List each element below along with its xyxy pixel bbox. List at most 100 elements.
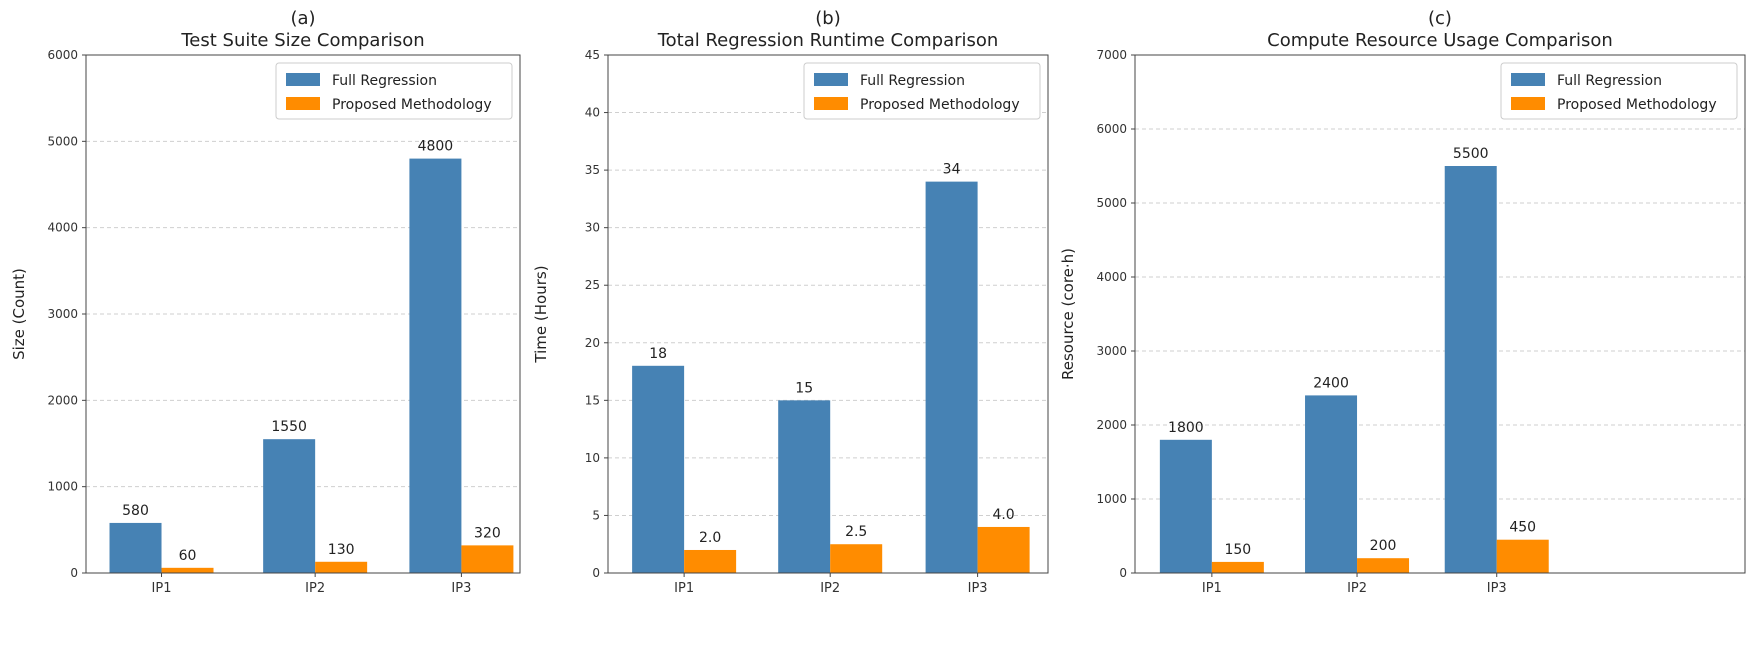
legend-label: Proposed Methodology xyxy=(332,97,492,113)
bar-proposed-methodology-ip3 xyxy=(461,545,514,573)
panel-label: (a) xyxy=(290,8,315,29)
x-tick-label: IP3 xyxy=(451,581,471,596)
value-label: 320 xyxy=(474,525,501,541)
value-label: 2400 xyxy=(1313,375,1349,391)
value-label: 1800 xyxy=(1168,420,1204,436)
legend-label: Full Regression xyxy=(332,73,437,89)
x-tick-label: IP1 xyxy=(152,581,172,596)
panel-label: (c) xyxy=(1428,8,1452,29)
chart-title: Test Suite Size Comparison xyxy=(180,30,424,51)
chart-title: Total Regression Runtime Comparison xyxy=(657,30,999,51)
legend-swatch-proposed-methodology xyxy=(814,97,848,110)
y-tick-label: 0 xyxy=(70,566,78,580)
plot-frame xyxy=(85,54,521,574)
x-tick-label: IP2 xyxy=(1347,581,1367,596)
panel-label: (b) xyxy=(815,8,840,29)
x-tick-label: IP3 xyxy=(1487,581,1507,596)
bar-full-regression-ip1 xyxy=(109,522,162,573)
y-tick-label: 15 xyxy=(585,393,600,407)
bar-proposed-methodology-ip2 xyxy=(830,544,883,573)
legend xyxy=(275,62,513,120)
legend-swatch-proposed-methodology xyxy=(286,97,320,110)
value-label: 4.0 xyxy=(992,507,1014,523)
bar-full-regression-ip1 xyxy=(632,365,685,573)
bar-full-regression-ip3 xyxy=(925,181,978,573)
value-label: 130 xyxy=(328,542,355,558)
legend xyxy=(803,62,1041,120)
legend-label: Full Regression xyxy=(860,73,965,89)
y-tick-label: 6000 xyxy=(47,48,78,62)
y-tick-label: 1000 xyxy=(1096,492,1127,506)
value-label: 2.0 xyxy=(699,530,721,546)
bar-full-regression-ip2 xyxy=(778,400,831,573)
chart-panel-3: 0 1000 2000 3000 4000 5000 6000 7000 1800 150 IP1 2… xyxy=(1059,8,1746,596)
y-tick-label: 7000 xyxy=(1096,48,1127,62)
legend-label: Proposed Methodology xyxy=(1557,97,1717,113)
legend-swatch-full-regression xyxy=(286,73,320,86)
y-axis-label: Resource (core·h) xyxy=(1059,248,1077,380)
y-axis-label: Size (Count) xyxy=(10,268,28,360)
y-tick-label: 25 xyxy=(585,278,600,292)
legend-swatch-proposed-methodology xyxy=(1511,97,1545,110)
bar-proposed-methodology-ip2 xyxy=(1357,558,1410,573)
value-label: 150 xyxy=(1224,542,1251,558)
y-tick-label: 4000 xyxy=(47,221,78,235)
bar-full-regression-ip3 xyxy=(409,158,462,573)
y-tick-label: 30 xyxy=(585,221,600,235)
y-axis-label: Time (Hours) xyxy=(532,265,550,363)
bar-proposed-methodology-ip3 xyxy=(977,526,1030,573)
value-label: 1550 xyxy=(271,419,307,435)
value-label: 200 xyxy=(1370,538,1397,554)
chart-title: Compute Resource Usage Comparison xyxy=(1267,30,1613,51)
y-tick-label: 1000 xyxy=(47,480,78,494)
y-tick-label: 5000 xyxy=(1096,196,1127,210)
legend-label: Full Regression xyxy=(1557,73,1662,89)
chart-panel-2: 0 5 10 15 20 25 30 35 40 45 18 2.0 IP1 15 2.5 IP2 34 4.0 I… xyxy=(532,8,1049,596)
bar-proposed-methodology-ip1 xyxy=(1211,561,1264,573)
legend xyxy=(1500,62,1738,120)
value-label: 18 xyxy=(649,346,667,362)
bar-full-regression-ip2 xyxy=(263,439,316,573)
value-label: 60 xyxy=(179,548,197,564)
y-tick-label: 0 xyxy=(592,566,600,580)
legend-swatch-full-regression xyxy=(1511,73,1545,86)
bar-full-regression-ip2 xyxy=(1305,395,1358,573)
y-tick-label: 3000 xyxy=(1096,344,1127,358)
y-tick-label: 40 xyxy=(585,106,600,120)
y-tick-label: 0 xyxy=(1119,566,1127,580)
value-label: 4800 xyxy=(418,139,454,155)
y-tick-label: 4000 xyxy=(1096,270,1127,284)
bar-full-regression-ip3 xyxy=(1444,166,1497,573)
y-tick-label: 3000 xyxy=(47,307,78,321)
y-tick-label: 6000 xyxy=(1096,122,1127,136)
value-label: 580 xyxy=(122,503,149,519)
value-label: 15 xyxy=(795,380,813,396)
y-tick-label: 35 xyxy=(585,163,600,177)
x-tick-label: IP1 xyxy=(674,581,694,596)
legend-swatch-full-regression xyxy=(814,73,848,86)
value-label: 5500 xyxy=(1453,146,1489,162)
plot-frame xyxy=(1134,54,1746,574)
value-label: 450 xyxy=(1509,520,1536,536)
y-tick-label: 20 xyxy=(585,336,600,350)
value-label: 34 xyxy=(943,162,961,178)
bar-full-regression-ip1 xyxy=(1159,439,1212,573)
chart-panel-1: 0 1000 2000 3000 4000 5000 6000 580 60 IP1 1550 130… xyxy=(10,8,521,596)
y-tick-label: 2000 xyxy=(47,393,78,407)
y-tick-label: 2000 xyxy=(1096,418,1127,432)
value-label: 2.5 xyxy=(845,524,867,540)
bar-proposed-methodology-ip1 xyxy=(161,567,214,573)
x-tick-label: IP1 xyxy=(1202,581,1222,596)
y-tick-label: 10 xyxy=(585,451,600,465)
y-tick-label: 5 xyxy=(592,508,600,522)
bar-proposed-methodology-ip1 xyxy=(684,549,737,573)
y-tick-label: 5000 xyxy=(47,134,78,148)
x-tick-label: IP2 xyxy=(820,581,840,596)
y-tick-label: 45 xyxy=(585,48,600,62)
legend-label: Proposed Methodology xyxy=(860,97,1020,113)
bar-proposed-methodology-ip2 xyxy=(315,561,368,573)
x-tick-label: IP3 xyxy=(968,581,988,596)
x-tick-label: IP2 xyxy=(305,581,325,596)
plot-frame xyxy=(607,54,1049,574)
